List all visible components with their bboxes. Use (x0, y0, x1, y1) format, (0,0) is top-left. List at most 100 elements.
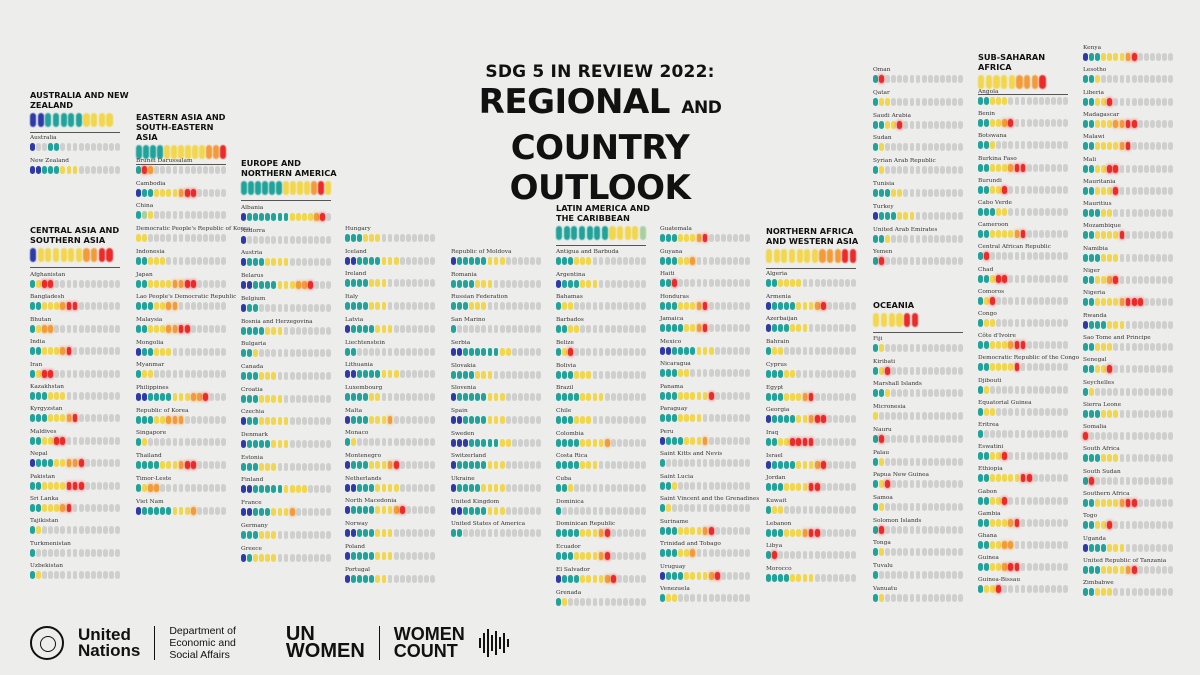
indicator-dot (733, 526, 738, 535)
indicator-dot (708, 301, 714, 310)
country-name: Saudi Arabia (873, 112, 912, 119)
indicator-dot (375, 279, 381, 288)
indicator-dots (1083, 276, 1174, 284)
indicator-dot (666, 279, 671, 287)
country-row: Cyprus (766, 362, 857, 378)
indicator-dot (103, 526, 108, 535)
region-bar-segment (45, 248, 52, 262)
indicator-dot (1026, 97, 1032, 105)
region-header: LATIN AMERICA AND THE CARIBBEAN (556, 203, 656, 246)
indicator-dot (221, 279, 227, 288)
country-name: Kazakhstan (30, 384, 65, 390)
indicator-dot (629, 506, 634, 515)
indicator-dot (660, 256, 665, 265)
indicator-dot (927, 166, 933, 175)
indicator-dot (381, 256, 387, 265)
indicator-dot (720, 301, 726, 310)
country-name: Saint Vincent and the Grenadines (660, 496, 760, 502)
indicator-dot (60, 143, 66, 151)
indicator-dot (48, 280, 54, 288)
indicator-dot (1020, 585, 1026, 594)
indicator-dot (1150, 409, 1155, 418)
region-bar-segment (1001, 75, 1008, 89)
indicator-dot (475, 279, 481, 288)
indicator-dot (784, 324, 790, 333)
indicator-dot (196, 188, 202, 197)
indicator-dot (909, 344, 915, 352)
indicator-dot (160, 506, 166, 515)
indicator-dot (1107, 231, 1113, 240)
indicator-dot (1095, 276, 1100, 284)
indicator-dot (891, 143, 897, 152)
country-name: Trinidad and Tobago (660, 541, 721, 547)
indicator-dot (891, 189, 897, 197)
indicator-dot (1008, 319, 1014, 327)
indicator-dot (1026, 541, 1032, 549)
indicator-dot (308, 235, 313, 244)
indicator-dot (568, 347, 573, 356)
indicator-dots (451, 484, 542, 492)
indicator-dot (784, 528, 790, 537)
indicator-dot (90, 571, 96, 580)
country-name: Republic of Korea (136, 407, 189, 414)
indicator-dots (556, 461, 647, 470)
indicator-dot (802, 324, 808, 333)
indicator-dot (586, 574, 592, 583)
indicator-dot (1045, 518, 1050, 527)
indicator-dot (796, 483, 802, 492)
indicator-dot (826, 574, 832, 583)
indicator-dot (1107, 53, 1113, 61)
indicator-dot (90, 280, 96, 288)
indicator-dot (873, 434, 878, 443)
indicator-dot (277, 371, 283, 380)
indicator-dot (326, 417, 332, 426)
indicator-dots (30, 392, 121, 400)
indicator-dot (345, 324, 350, 333)
indicator-dot (178, 256, 184, 265)
indicator-dot (277, 508, 283, 517)
indicator-dot (660, 279, 665, 287)
indicator-dot (54, 414, 60, 423)
indicator-dot (1107, 142, 1113, 151)
indicator-dot (172, 461, 178, 470)
indicator-dots (136, 324, 227, 333)
indicator-dot (308, 553, 313, 562)
country-row: Central African Republic (978, 244, 1069, 261)
indicator-dot (387, 302, 393, 311)
indicator-dot (215, 370, 221, 379)
country-row: Bhutan (30, 317, 121, 333)
indicator-dot (1002, 274, 1008, 283)
indicator-dot (136, 324, 141, 333)
indicator-dot (1168, 499, 1174, 507)
indicator-dot (1026, 296, 1032, 305)
indicator-dot (247, 349, 252, 358)
indicator-dot (265, 553, 271, 562)
country-name: Central African Republic (978, 244, 1051, 251)
indicator-dot (714, 571, 720, 580)
indicator-dot (641, 325, 647, 334)
indicator-dot (1032, 141, 1038, 150)
indicator-dot (568, 370, 573, 379)
indicator-dot (978, 496, 983, 505)
indicator-dot (562, 393, 567, 402)
region-bar-segment (241, 181, 247, 195)
indicator-dots (978, 407, 1069, 416)
indicator-dot (499, 279, 505, 288)
indicator-dot (190, 438, 196, 447)
indicator-dot (283, 349, 289, 358)
indicator-dot (897, 480, 903, 489)
country-name: Jamaica (660, 316, 684, 322)
country-name: Bahamas (556, 294, 583, 301)
indicator-dot (690, 369, 696, 377)
country-name: Sierra Leone (1083, 401, 1122, 408)
indicator-dots (345, 461, 436, 469)
indicator-dot (451, 302, 456, 311)
indicator-dot (412, 574, 417, 583)
region-bar-segment (788, 249, 795, 263)
indicator-dot (221, 393, 227, 401)
indicator-dot (295, 508, 301, 517)
indicator-dot (381, 370, 387, 379)
indicator-dot (369, 392, 375, 401)
indicator-dot (518, 347, 523, 356)
indicator-dot (1002, 208, 1008, 216)
